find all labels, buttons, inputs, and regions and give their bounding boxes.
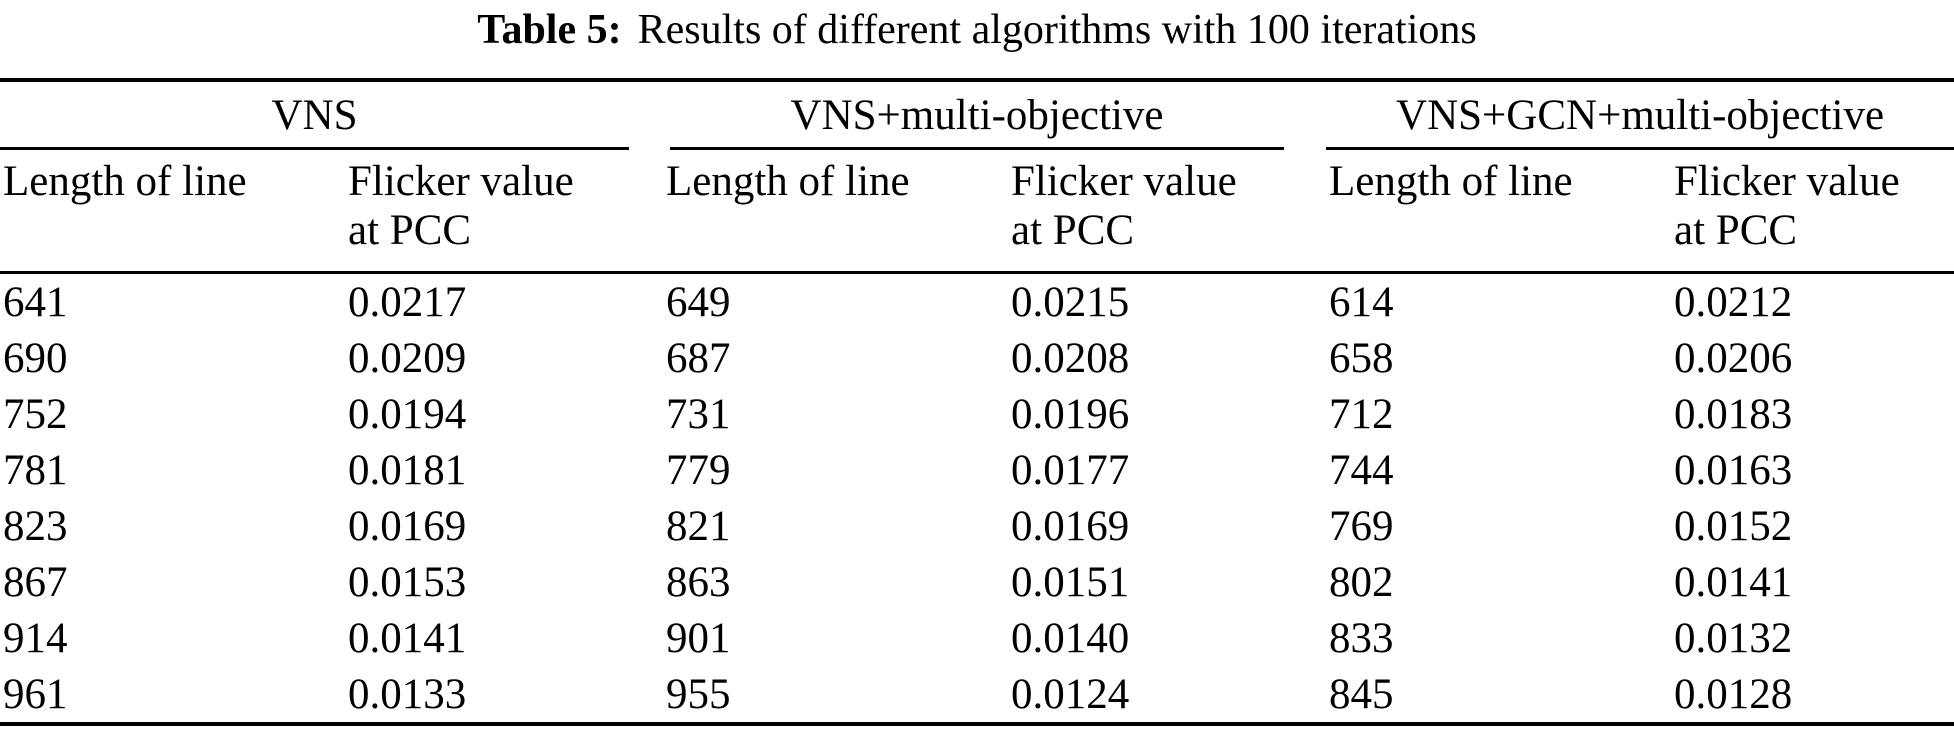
column-header-line1: Flicker value [348, 158, 574, 206]
cell-length: 863 [666, 558, 731, 606]
cell-length: 961 [3, 670, 68, 718]
cell-flicker: 0.0196 [1011, 390, 1130, 438]
cell-flicker: 0.0152 [1674, 502, 1793, 550]
column-header-flicker-value: Flicker value at PCC [1008, 150, 1327, 274]
cell-length: 781 [3, 446, 68, 494]
cell-flicker: 0.0169 [1011, 502, 1130, 550]
cell-flicker: 0.0153 [348, 558, 467, 606]
cell-length: 712 [1329, 390, 1394, 438]
cell-length: 823 [3, 502, 68, 550]
cell-flicker: 0.0212 [1674, 278, 1793, 326]
group-header-vns-multi-objective: VNS+multi-objective [663, 80, 1326, 151]
cell-flicker: 0.0132 [1674, 614, 1793, 662]
table-row: 961 0.0133 955 0.0124 845 0.0128 [0, 666, 1954, 724]
column-header-flicker-value: Flicker value at PCC [1671, 150, 1954, 274]
subheader-row: Length of line Flicker value at PCC Leng… [0, 150, 1954, 274]
table-row: 781 0.0181 779 0.0177 744 0.0163 [0, 442, 1954, 498]
cell-flicker: 0.0208 [1011, 334, 1130, 382]
table-body: 641 0.0217 649 0.0215 614 0.0212 690 0.0… [0, 272, 1954, 724]
table-row: 823 0.0169 821 0.0169 769 0.0152 [0, 498, 1954, 554]
table-row: 690 0.0209 687 0.0208 658 0.0206 [0, 330, 1954, 386]
table-row: 752 0.0194 731 0.0196 712 0.0183 [0, 386, 1954, 442]
column-header-line1: Length of line [1329, 158, 1573, 206]
table-header: VNS VNS+multi-objective VNS+GCN+multi-ob… [0, 80, 1954, 274]
table-caption-text: Results of different algorithms with 100… [637, 7, 1477, 53]
cell-flicker: 0.0217 [348, 278, 467, 326]
group-header-vns: VNS [0, 80, 663, 151]
cell-flicker: 0.0206 [1674, 334, 1793, 382]
column-header-flicker-value: Flicker value at PCC [345, 150, 663, 274]
cell-length: 779 [666, 446, 731, 494]
column-header-line2: at PCC [348, 206, 472, 254]
cell-length: 821 [666, 502, 731, 550]
cell-length: 690 [3, 334, 68, 382]
cell-flicker: 0.0151 [1011, 558, 1130, 606]
table-row: 914 0.0141 901 0.0140 833 0.0132 [0, 610, 1954, 666]
cell-length: 687 [666, 334, 731, 382]
column-header-line1: Flicker value [1674, 158, 1900, 206]
cell-length: 658 [1329, 334, 1394, 382]
cell-length: 802 [1329, 558, 1394, 606]
cell-flicker: 0.0163 [1674, 446, 1793, 494]
cell-flicker: 0.0194 [348, 390, 467, 438]
group-header-vns-gcn-multi-objective: VNS+GCN+multi-objective [1326, 80, 1954, 151]
column-header-length-of-line: Length of line [0, 150, 345, 274]
group-title: VNS [0, 91, 629, 151]
cell-flicker: 0.0215 [1011, 278, 1130, 326]
cell-flicker: 0.0141 [1674, 558, 1793, 606]
cell-flicker: 0.0183 [1674, 390, 1793, 438]
cell-length: 867 [3, 558, 68, 606]
cell-length: 752 [3, 390, 68, 438]
results-table: VNS VNS+multi-objective VNS+GCN+multi-ob… [0, 78, 1954, 726]
cell-flicker: 0.0169 [348, 502, 467, 550]
column-header-length-of-line: Length of line [663, 150, 1008, 274]
table-row: 641 0.0217 649 0.0215 614 0.0212 [0, 272, 1954, 330]
group-title: VNS+multi-objective [670, 91, 1285, 151]
cell-length: 955 [666, 670, 731, 718]
cell-length: 649 [666, 278, 731, 326]
cell-length: 744 [1329, 446, 1394, 494]
table-caption: Table 5: Results of different algorithms … [0, 0, 1954, 78]
column-header-length-of-line: Length of line [1326, 150, 1672, 274]
column-header-line1: Length of line [3, 158, 247, 206]
cell-flicker: 0.0124 [1011, 670, 1130, 718]
cell-flicker: 0.0141 [348, 614, 467, 662]
table-caption-label: Table 5: [477, 7, 622, 53]
cell-flicker: 0.0181 [348, 446, 467, 494]
cell-length: 901 [666, 614, 731, 662]
column-header-line2: at PCC [1674, 206, 1798, 254]
column-header-line2: at PCC [1011, 206, 1135, 254]
cell-flicker: 0.0177 [1011, 446, 1130, 494]
cell-flicker: 0.0140 [1011, 614, 1130, 662]
cell-length: 833 [1329, 614, 1394, 662]
cell-length: 614 [1329, 278, 1394, 326]
cell-length: 914 [3, 614, 68, 662]
table-row: 867 0.0153 863 0.0151 802 0.0141 [0, 554, 1954, 610]
column-header-line1: Length of line [666, 158, 910, 206]
cell-length: 731 [666, 390, 731, 438]
cell-length: 641 [3, 278, 68, 326]
cell-flicker: 0.0128 [1674, 670, 1793, 718]
cell-flicker: 0.0133 [348, 670, 467, 718]
cell-flicker: 0.0209 [348, 334, 467, 382]
group-title: VNS+GCN+multi-objective [1326, 91, 1954, 151]
cell-length: 769 [1329, 502, 1394, 550]
group-header-row: VNS VNS+multi-objective VNS+GCN+multi-ob… [0, 80, 1954, 151]
column-header-line1: Flicker value [1011, 158, 1237, 206]
cell-length: 845 [1329, 670, 1394, 718]
